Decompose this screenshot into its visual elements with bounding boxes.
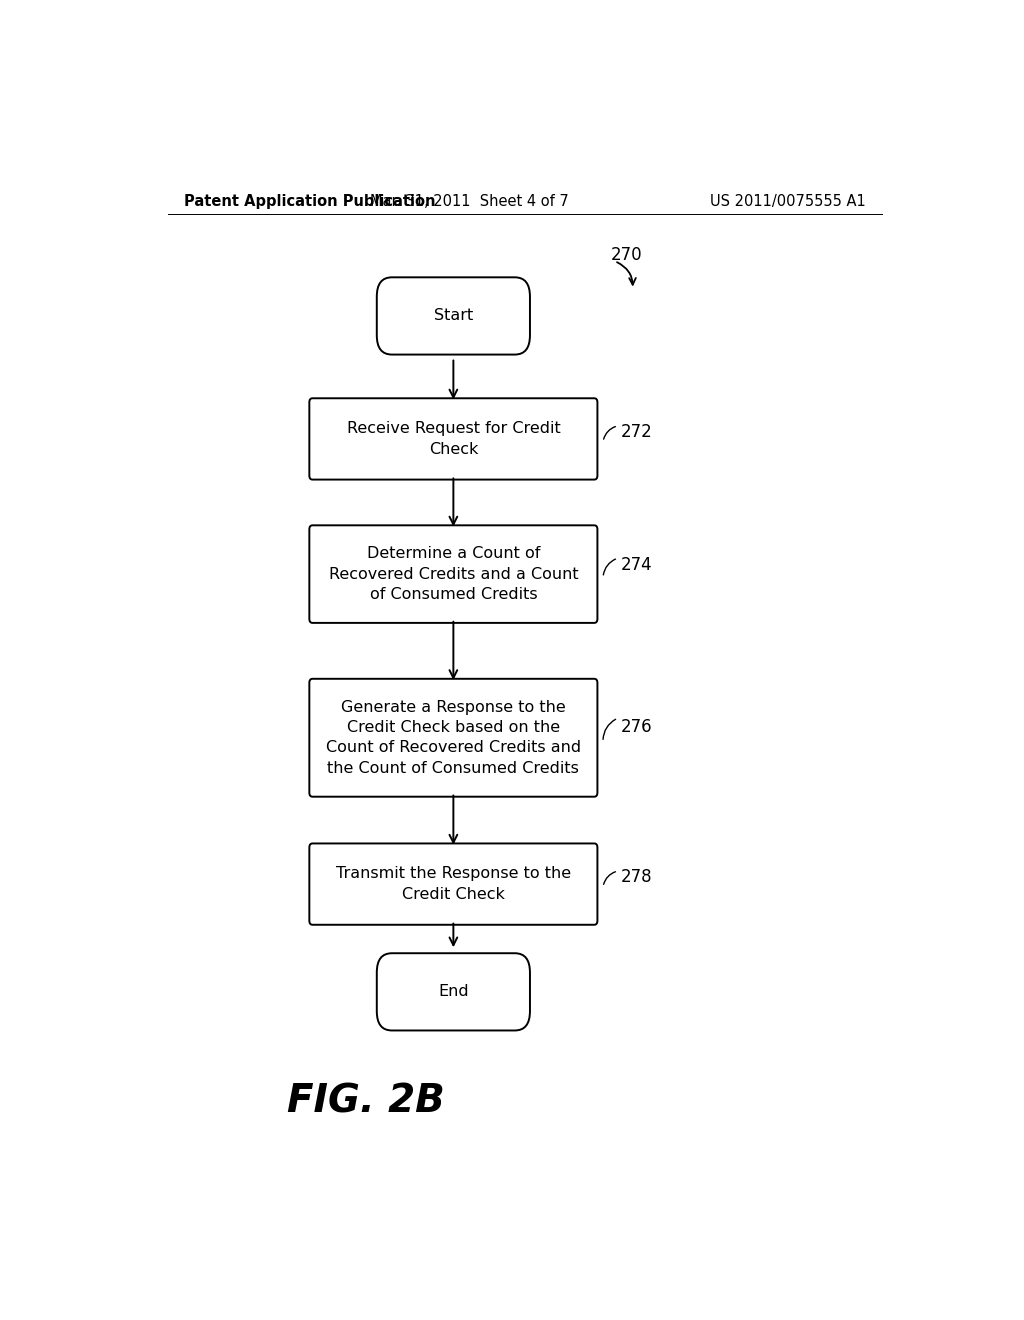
FancyBboxPatch shape — [309, 525, 597, 623]
Text: 278: 278 — [622, 867, 653, 886]
Text: Receive Request for Credit
Check: Receive Request for Credit Check — [346, 421, 560, 457]
Text: 272: 272 — [622, 422, 653, 441]
Text: Mar. 31, 2011  Sheet 4 of 7: Mar. 31, 2011 Sheet 4 of 7 — [370, 194, 568, 209]
FancyBboxPatch shape — [377, 277, 530, 355]
Text: Determine a Count of
Recovered Credits and a Count
of Consumed Credits: Determine a Count of Recovered Credits a… — [329, 546, 579, 602]
Text: Transmit the Response to the
Credit Check: Transmit the Response to the Credit Chec… — [336, 866, 571, 902]
FancyBboxPatch shape — [309, 399, 597, 479]
Text: US 2011/0075555 A1: US 2011/0075555 A1 — [711, 194, 866, 209]
Text: Generate a Response to the
Credit Check based on the
Count of Recovered Credits : Generate a Response to the Credit Check … — [326, 700, 581, 776]
FancyBboxPatch shape — [377, 953, 530, 1031]
FancyBboxPatch shape — [309, 843, 597, 925]
Text: Start: Start — [434, 309, 473, 323]
Text: 270: 270 — [610, 246, 642, 264]
FancyBboxPatch shape — [309, 678, 597, 797]
Text: FIG. 2B: FIG. 2B — [287, 1082, 445, 1121]
Text: End: End — [438, 985, 469, 999]
Text: Patent Application Publication: Patent Application Publication — [183, 194, 435, 209]
Text: 276: 276 — [622, 718, 653, 735]
Text: 274: 274 — [622, 556, 653, 574]
